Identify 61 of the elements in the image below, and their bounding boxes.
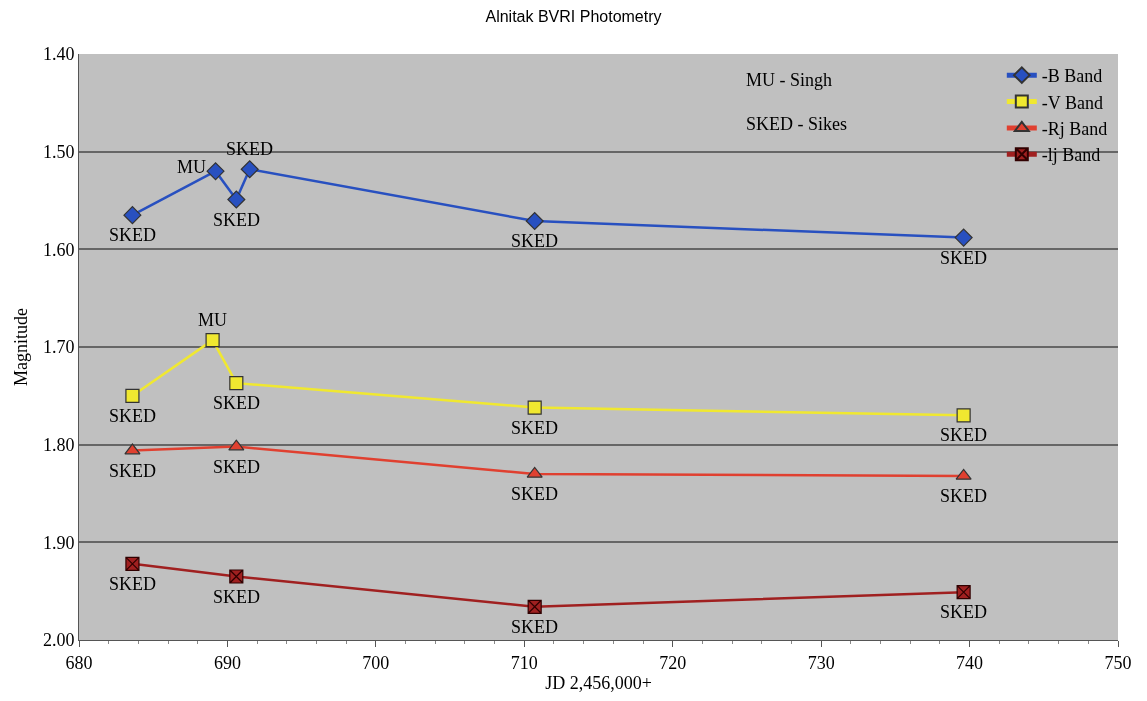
y-axis-title: Magnitude — [11, 308, 32, 386]
point — [205, 333, 220, 348]
x-tick-label: 750 — [1104, 652, 1132, 673]
y-tick-label: 1.70 — [42, 337, 75, 358]
x-axis-title: JD 2,456,000+ — [545, 672, 652, 693]
annotation: SKED — [511, 484, 559, 504]
annotation: SKED — [226, 139, 274, 159]
x-tick-label: 680 — [65, 652, 93, 673]
point — [527, 400, 542, 415]
y-tick-label: 1.80 — [42, 434, 75, 455]
annotation: SKED — [511, 231, 559, 251]
y-tick-label: 1.90 — [42, 532, 75, 553]
point — [227, 190, 246, 209]
point — [228, 439, 245, 451]
point — [229, 376, 244, 391]
point — [229, 569, 244, 584]
annotation: SKED — [213, 393, 261, 413]
x-tick-label: 710 — [510, 652, 538, 673]
point — [526, 466, 543, 478]
annotation: SKED — [213, 210, 261, 230]
point — [240, 160, 259, 179]
x-tick-label: 690 — [213, 652, 241, 673]
y-tick-label: 1.60 — [42, 239, 75, 260]
x-tick-label: 740 — [956, 652, 984, 673]
annotation: SKED — [109, 461, 157, 481]
annotation: SKED — [109, 406, 157, 426]
annotation: SKED - Sikes — [746, 114, 848, 134]
x-tick-label: 720 — [659, 652, 687, 673]
point — [125, 556, 140, 571]
legend-label: -lj Band — [1041, 145, 1101, 166]
annotation: MU — [177, 157, 207, 177]
annotation: SKED — [940, 425, 988, 445]
legend-label: -V Band — [1041, 92, 1103, 113]
point — [206, 162, 225, 181]
annotation: MU — [198, 310, 228, 330]
y-tick-label: 1.50 — [42, 141, 75, 162]
point — [956, 585, 971, 600]
annotation: SKED — [109, 574, 157, 594]
y-tick-label: 2.00 — [42, 630, 75, 651]
legend-label: -Rj Band — [1041, 118, 1108, 139]
point — [956, 408, 971, 423]
annotation: SKED — [109, 225, 157, 245]
annotation: SKED — [511, 617, 559, 637]
annotation: SKED — [940, 602, 988, 622]
y-tick-label: 1.40 — [42, 44, 75, 65]
point — [125, 388, 140, 403]
point — [525, 211, 544, 231]
point — [955, 468, 972, 480]
point — [123, 206, 142, 225]
point — [124, 443, 141, 455]
annotation: SKED — [940, 248, 988, 268]
annotation: SKED — [940, 486, 988, 506]
x-tick-label: 730 — [807, 652, 835, 673]
x-tick-label: 700 — [362, 652, 390, 673]
annotation: SKED — [511, 418, 559, 438]
annotation: MU - Singh — [746, 70, 833, 90]
annotation: SKED — [213, 587, 261, 607]
point — [954, 228, 973, 247]
legend-label: -B Band — [1041, 66, 1103, 87]
annotation: SKED — [213, 457, 261, 477]
chart-title: Alnitak BVRI Photometry — [485, 7, 662, 25]
